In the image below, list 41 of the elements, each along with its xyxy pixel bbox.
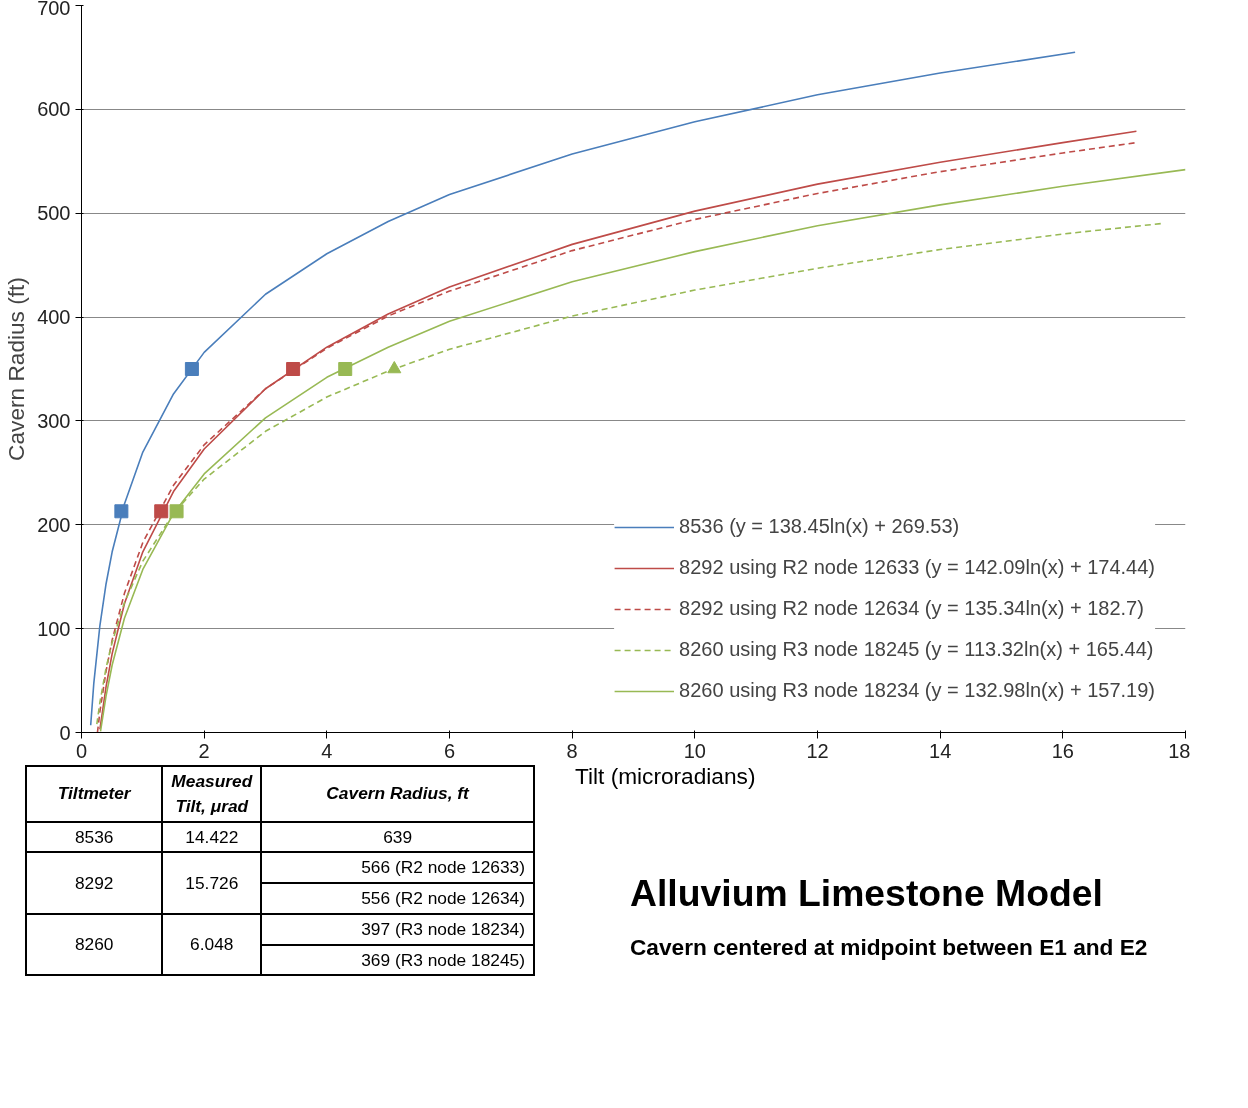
text: 8536 xyxy=(26,821,163,853)
text: Cavern Radius, ft xyxy=(261,766,534,822)
y-tick-label: 500 xyxy=(37,202,71,225)
text: 397 (R3 node 18234) xyxy=(261,913,534,945)
legend-label: 8292 using R2 node 12633 (y = 142.09ln(x) + 174.44) xyxy=(679,556,1155,579)
text: 556 (R2 node 12634) xyxy=(261,883,534,914)
text: 8260 xyxy=(26,913,163,976)
text: Alluvium Limestone Model xyxy=(630,871,1103,917)
x-tick-label: 4 xyxy=(321,739,333,762)
x-tick-label: 10 xyxy=(683,739,706,762)
text: 8292 xyxy=(26,852,163,914)
x-tick-label: 0 xyxy=(75,739,88,762)
y-tick-label: 300 xyxy=(37,409,71,432)
legend-label: 8260 using R3 node 18245 (y = 113.32ln(x) + 165.44) xyxy=(679,638,1154,661)
y-tick-label: 0 xyxy=(59,721,71,744)
text: 6.048 xyxy=(162,913,262,976)
x-axis-title: Tilt (microradians) xyxy=(575,762,756,791)
text: Tiltmeter xyxy=(26,766,163,822)
x-tick-label: 14 xyxy=(929,739,952,762)
y-tick-label: 200 xyxy=(37,513,71,536)
text: 14.422 xyxy=(162,821,262,853)
text: Measured Tilt, μrad xyxy=(162,766,262,822)
text: 566 (R2 node 12633) xyxy=(261,852,534,883)
legend-label: 8292 using R2 node 12634 (y = 135.34ln(x) + 182.7) xyxy=(679,597,1144,620)
y-axis-title: Cavern Radius (ft) xyxy=(3,277,30,461)
x-tick-label: 8 xyxy=(566,739,578,762)
text: Cavern centered at midpoint between E1 and E2 xyxy=(630,932,1148,962)
text: 15.726 xyxy=(162,852,262,914)
y-tick-label: 700 xyxy=(37,0,71,19)
x-tick-label: 18 xyxy=(1168,739,1191,762)
y-tick-label: 600 xyxy=(37,98,71,121)
x-tick-label: 2 xyxy=(198,739,210,762)
y-tick-label: 400 xyxy=(37,306,71,329)
x-tick-label: 16 xyxy=(1051,739,1074,762)
legend-label: 8260 using R3 node 18234 (y = 132.98ln(x) + 157.19) xyxy=(679,679,1155,702)
y-tick-label: 100 xyxy=(37,617,71,640)
text: 639 xyxy=(261,821,534,853)
legend-label: 8536 (y = 138.45ln(x) + 269.53) xyxy=(679,515,960,538)
x-tick-label: 6 xyxy=(443,739,456,762)
text: 369 (R3 node 18245) xyxy=(261,944,534,976)
x-tick-label: 12 xyxy=(806,739,829,762)
